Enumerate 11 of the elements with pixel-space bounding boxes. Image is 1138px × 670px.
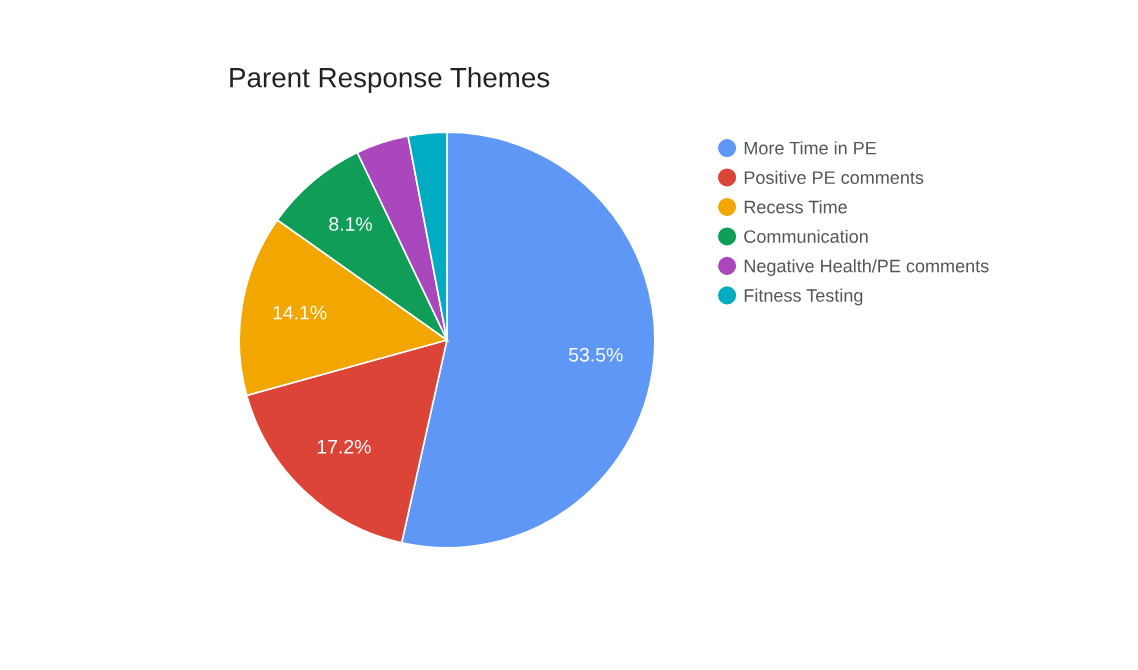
legend-label: Negative Health/PE comments bbox=[744, 259, 989, 276]
data-label: 14.1% bbox=[273, 305, 327, 320]
data-label: 8.1% bbox=[329, 217, 372, 231]
data-label: 53.5% bbox=[568, 347, 623, 362]
legend-label: Recess Time bbox=[744, 200, 847, 214]
chart-title: Parent Response Themes bbox=[230, 67, 550, 93]
legend-label: Communication bbox=[744, 229, 868, 243]
legend-label: Positive PE comments bbox=[744, 170, 924, 184]
data-label: 17.2% bbox=[317, 439, 371, 454]
legend-label: Fitness Testing bbox=[744, 288, 863, 306]
legend-label: More Time in PE bbox=[744, 141, 877, 155]
